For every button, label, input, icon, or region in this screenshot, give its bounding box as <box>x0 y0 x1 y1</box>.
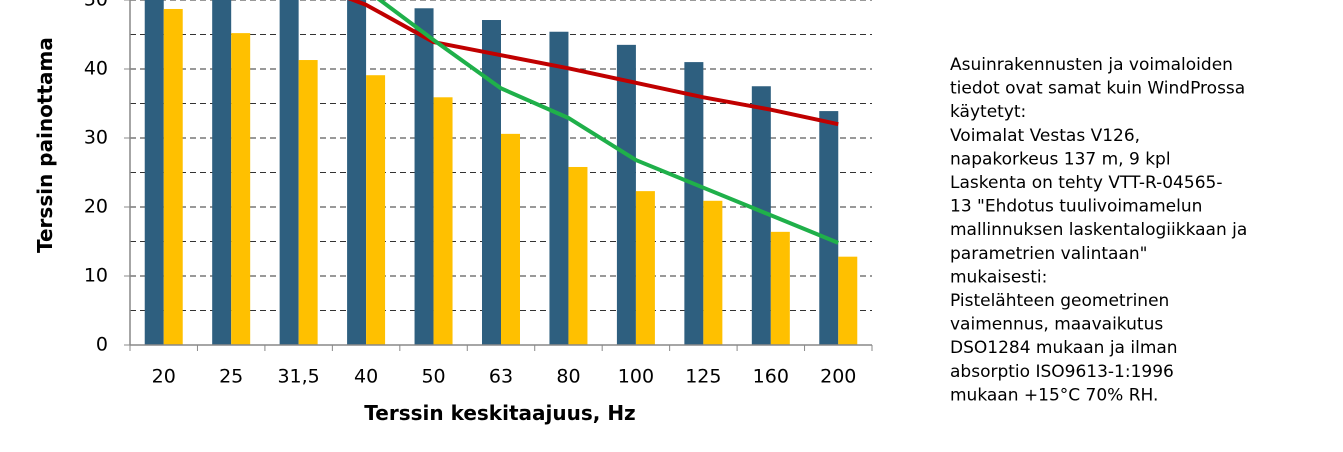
note-line: vaimennus, maavaikutus <box>950 315 1163 335</box>
line <box>347 0 839 127</box>
note-line: käytetyt: <box>950 102 1026 122</box>
bar <box>433 97 453 345</box>
bar <box>684 62 704 345</box>
x-tick-label: 31,5 <box>277 366 319 388</box>
y-tick-label: 40 <box>84 58 108 80</box>
x-tick-label: 25 <box>219 366 243 388</box>
bar <box>231 33 251 346</box>
bar <box>279 0 299 346</box>
note-line: mukaisesti: <box>950 267 1047 287</box>
note-line: mallinnuksen laskentalogiikkaan ja <box>950 220 1247 240</box>
bar <box>414 8 434 346</box>
bar <box>703 200 723 345</box>
y-tick-label: 20 <box>84 196 108 218</box>
x-tick-label: 160 <box>753 366 789 388</box>
x-axis-label: Terssin keskitaajuus, Hz <box>364 401 635 425</box>
bar <box>298 60 318 345</box>
bar <box>482 20 501 345</box>
bar <box>366 75 386 346</box>
x-tick-label: 100 <box>618 366 654 388</box>
note-line: napakorkeus 137 m, 9 kpl <box>950 149 1171 169</box>
bar <box>770 231 790 345</box>
note-line: 13 "Ehdotus tuulivoimamelun <box>950 197 1202 217</box>
y-tick-label: 30 <box>84 127 108 149</box>
y-axis-label: Terssin painottama <box>33 37 57 253</box>
bar <box>549 31 569 346</box>
note-line: Voimalat Vestas V126, <box>950 126 1140 146</box>
x-tick-label: 20 <box>152 366 176 388</box>
x-tick-label: 200 <box>820 366 856 388</box>
bar <box>819 111 839 345</box>
note-line: DSO1284 mukaan ja ilman <box>950 338 1178 358</box>
y-tick-label: 0 <box>96 334 108 356</box>
x-tick-label: 63 <box>489 366 513 388</box>
x-tick-label: 125 <box>685 366 721 388</box>
bar <box>501 133 520 345</box>
bar <box>751 86 771 345</box>
note-line: Pistelähteen geometrinen <box>950 291 1169 311</box>
note-line: Asuinrakennusten ja voimaloiden <box>950 55 1233 75</box>
bar <box>616 44 636 345</box>
note-line: absorptio ISO9613-1:1996 <box>950 362 1174 382</box>
bar <box>163 8 183 345</box>
bar <box>838 256 858 345</box>
bar <box>212 0 232 345</box>
note-line: Laskenta on tehty VTT-R-04565- <box>950 173 1222 193</box>
y-tick-label: 10 <box>84 265 108 287</box>
note-line: tiedot ovat samat kuin WindProssa <box>950 79 1245 99</box>
x-tick-label: 80 <box>556 366 580 388</box>
bar <box>144 0 164 345</box>
bar <box>568 166 588 345</box>
bar <box>347 0 367 345</box>
x-tick-label: 50 <box>421 366 445 388</box>
note-line: mukaan +15°C 70% RH. <box>950 385 1158 405</box>
y-tick-label: 50 <box>84 0 108 11</box>
line <box>376 0 840 245</box>
bar <box>635 191 655 345</box>
x-tick-label: 40 <box>354 366 378 388</box>
note-line: parametrien valintaan" <box>950 244 1147 264</box>
